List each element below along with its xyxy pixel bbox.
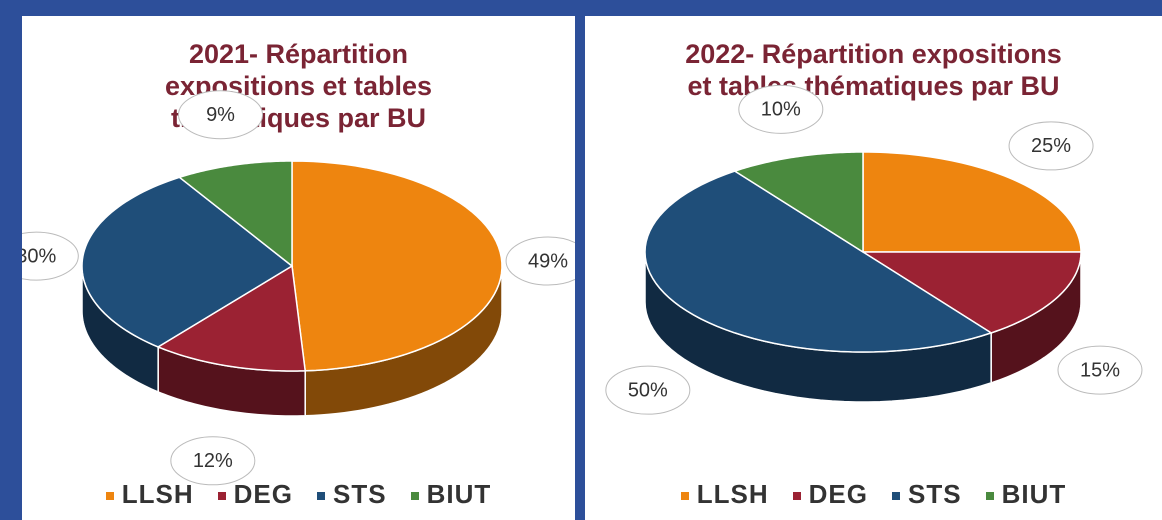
legend-label: BIUT: [1001, 479, 1067, 509]
slice: [644, 170, 993, 353]
slice: [733, 151, 864, 254]
slice: [291, 160, 503, 372]
slice: [177, 160, 293, 268]
legend-item: STS: [316, 479, 387, 509]
legend-label: LLSH: [696, 479, 769, 509]
label-bubble: [738, 84, 824, 134]
data-label: 49%: [528, 250, 568, 272]
data-label: 25%: [1031, 135, 1071, 157]
legend-item: DEG: [792, 479, 868, 509]
data-label: 15%: [1080, 359, 1120, 381]
data-label: 10%: [761, 99, 801, 121]
legend-item: LLSH: [680, 479, 769, 509]
legend: LLSH DEG STS BIUT: [22, 479, 575, 510]
legend-label: BIUT: [426, 479, 492, 509]
legend-item: BIUT: [985, 479, 1067, 509]
legend-item: STS: [891, 479, 962, 509]
data-label: 50%: [628, 379, 668, 401]
legend-item: DEG: [217, 479, 293, 509]
data-label: 12%: [193, 450, 233, 472]
legend-label: STS: [332, 479, 387, 509]
slice: [156, 264, 307, 372]
legend-swatch: [985, 492, 994, 501]
label-bubble: [22, 231, 79, 281]
chart-panel: 2022- Répartition expositions et tables …: [585, 16, 1162, 520]
legend-item: LLSH: [105, 479, 194, 509]
label-bubble: [170, 436, 256, 486]
legend-label: DEG: [808, 479, 868, 509]
chart: 25% 15% 50% 10%: [605, 84, 1143, 415]
legend-swatch: [410, 492, 419, 501]
label-bubble: [1057, 345, 1143, 395]
legend-item: BIUT: [410, 479, 492, 509]
slice: [862, 151, 1082, 253]
legend-swatch: [217, 492, 226, 501]
data-label: 30%: [22, 245, 57, 267]
legend-swatch: [792, 492, 801, 501]
legend-label: STS: [907, 479, 962, 509]
legend-label: LLSH: [121, 479, 194, 509]
chart: 49% 12% 30% 9%: [22, 90, 575, 486]
label-bubble: [178, 90, 264, 140]
legend-swatch: [680, 492, 689, 501]
label-bubble: [1008, 121, 1094, 171]
data-label: 9%: [206, 104, 235, 126]
slice: [81, 176, 294, 348]
slice: [860, 251, 1082, 334]
chart-panel: 2021- Répartition expositions et tables …: [22, 16, 575, 520]
legend-swatch: [105, 492, 114, 501]
label-bubble: [505, 236, 575, 286]
legend-swatch: [316, 492, 325, 501]
legend: LLSH DEG STS BIUT: [585, 479, 1162, 510]
legend-swatch: [891, 492, 900, 501]
label-bubble: [605, 365, 691, 415]
legend-label: DEG: [233, 479, 293, 509]
